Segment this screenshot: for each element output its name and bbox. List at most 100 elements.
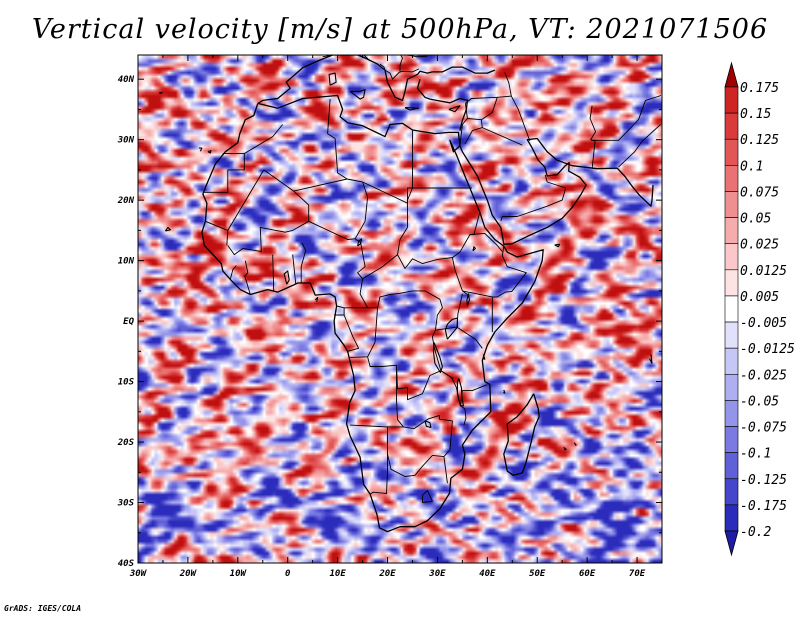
lon-tick-label: 10E bbox=[329, 569, 346, 579]
island-outline bbox=[649, 354, 653, 364]
colorbar-swatch bbox=[724, 426, 739, 453]
colorbar-swatch bbox=[724, 269, 739, 297]
lake-outline bbox=[283, 270, 290, 285]
country-border bbox=[202, 153, 245, 193]
island-outline bbox=[404, 107, 420, 111]
island-outline bbox=[563, 447, 567, 451]
country-border bbox=[387, 453, 444, 477]
lon-tick-label: 30W bbox=[129, 569, 148, 579]
colorbar-swatch bbox=[724, 321, 739, 349]
colorbar-swatch bbox=[724, 243, 739, 271]
country-border bbox=[465, 96, 498, 104]
africa-coastline bbox=[201, 94, 544, 533]
lat-tick-label: 40S bbox=[118, 559, 135, 569]
country-border bbox=[517, 187, 567, 217]
colorbar-level-label: 0.005 bbox=[740, 290, 779, 305]
colorbar-level-label: -0.125 bbox=[740, 473, 787, 488]
colorbar: 0.175 0.15 0.125 0.1 0.075 0.05 0.025 0.0125 0.0… bbox=[724, 61, 795, 557]
island-outline bbox=[554, 243, 561, 248]
lon-tick-label: 70E bbox=[629, 569, 646, 579]
country-border bbox=[300, 242, 307, 283]
lon-tick-label: 60E bbox=[579, 569, 596, 579]
lat-tick-label: 30S bbox=[117, 499, 135, 509]
country-border bbox=[359, 278, 441, 309]
country-border bbox=[504, 72, 512, 97]
colorbar-swatch bbox=[724, 191, 739, 218]
country-border bbox=[618, 124, 661, 168]
island-outline bbox=[503, 389, 506, 394]
country-border bbox=[244, 260, 251, 295]
lat-tick-label: 10S bbox=[118, 378, 135, 388]
colorbar-level-label: -0.1 bbox=[740, 447, 771, 462]
country-border bbox=[292, 254, 297, 284]
country-border bbox=[272, 254, 275, 291]
lon-tick-label: 30E bbox=[428, 569, 446, 579]
colorbar-swatch bbox=[724, 400, 739, 427]
island-outline bbox=[448, 105, 461, 113]
country-border bbox=[205, 220, 228, 231]
colorbar-swatch bbox=[724, 295, 739, 323]
lake-outline bbox=[472, 246, 476, 252]
island-outline bbox=[198, 147, 203, 152]
colorbar-swatch bbox=[724, 165, 739, 192]
colorbar-level-label: 0.1 bbox=[740, 159, 763, 174]
colorbar-level-label: 0.025 bbox=[740, 238, 779, 253]
lon-tick-label: 20W bbox=[179, 569, 198, 579]
lat-tick-label: 20S bbox=[117, 438, 135, 448]
country-border bbox=[397, 187, 468, 295]
colorbar-level-label: -0.075 bbox=[740, 421, 787, 436]
colorbar-swatch bbox=[724, 478, 739, 506]
country-border bbox=[467, 97, 498, 121]
country-border bbox=[244, 124, 284, 154]
lake-outline bbox=[357, 238, 363, 247]
country-border bbox=[440, 370, 454, 379]
country-border bbox=[457, 103, 468, 147]
map-frame bbox=[137, 54, 663, 564]
lat-tick-label: 10N bbox=[118, 257, 135, 267]
lat-tick-label: 30N bbox=[117, 136, 135, 146]
country-border bbox=[464, 119, 483, 145]
country-border bbox=[379, 63, 420, 80]
colorbar-min-arrow bbox=[724, 530, 739, 557]
country-border bbox=[591, 95, 662, 141]
country-border bbox=[363, 55, 371, 62]
country-border bbox=[497, 95, 531, 142]
levant-coastline bbox=[416, 79, 469, 131]
country-border bbox=[422, 490, 433, 503]
colorbar-level-label: -0.175 bbox=[740, 499, 787, 514]
colorbar-swatch bbox=[724, 112, 739, 140]
island-outline bbox=[482, 354, 486, 360]
island-outline bbox=[328, 72, 337, 86]
country-border bbox=[367, 356, 442, 401]
colorbar-level-label: 0.075 bbox=[740, 185, 779, 200]
lake-outline bbox=[424, 420, 432, 429]
country-border bbox=[227, 169, 310, 256]
country-border bbox=[459, 384, 488, 406]
island-outline bbox=[314, 296, 319, 302]
colorbar-swatch bbox=[724, 217, 739, 245]
colorbar-swatch bbox=[724, 373, 739, 401]
colorbar-swatch bbox=[724, 138, 739, 166]
lat-tick-label: 40N bbox=[118, 75, 135, 85]
colorbar-level-label: -0.0125 bbox=[740, 342, 795, 357]
colorbar-swatch bbox=[724, 86, 739, 114]
country-border bbox=[343, 314, 360, 352]
colorbar-level-label: 0.15 bbox=[740, 107, 771, 122]
country-border bbox=[369, 426, 388, 495]
colorbar-level-label: 0.125 bbox=[740, 133, 779, 148]
lake-outline bbox=[466, 293, 470, 307]
lon-tick-label: 50E bbox=[529, 569, 546, 579]
map-plot-area bbox=[137, 54, 663, 564]
colorbar-level-label: 0.175 bbox=[740, 81, 779, 96]
colorbar-max-arrow bbox=[724, 61, 739, 88]
country-border bbox=[469, 232, 503, 252]
latitude-axis: 40N 30N 20N 10N EQ 10S 20S 30S 40S bbox=[117, 75, 662, 569]
country-border bbox=[334, 305, 345, 316]
island-outline bbox=[573, 442, 577, 446]
colorbar-swatch bbox=[724, 452, 739, 480]
country-border bbox=[500, 216, 518, 222]
chart-title: Vertical velocity [m/s] at 500hPa, VT: 2… bbox=[31, 14, 769, 45]
vertical-velocity-field bbox=[138, 55, 662, 563]
country-border bbox=[229, 265, 237, 280]
